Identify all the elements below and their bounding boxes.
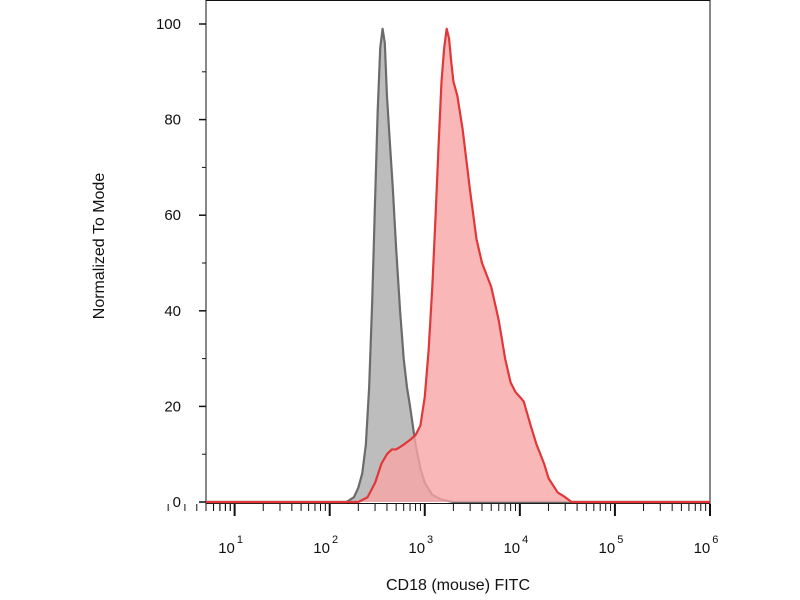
x-axis-title: CD18 (mouse) FITC (386, 577, 530, 594)
y-tick-label: 20 (164, 398, 181, 415)
x-tick-label: 10 6 (694, 534, 719, 557)
x-tick-label: 10 3 (408, 534, 433, 557)
y-axis: 0 20 40 60 80 100 (156, 16, 206, 511)
series-1-line (206, 27, 710, 504)
x-tick-label: 10 2 (313, 534, 338, 557)
y-tick-label: 0 (173, 494, 181, 511)
plot-frame (205, 0, 711, 504)
y-tick-label: 80 (164, 112, 181, 129)
y-tick-label: 60 (164, 207, 181, 224)
series-layer (206, 27, 710, 504)
x-tick-label: 10 5 (599, 534, 624, 557)
y-tick-label: 40 (164, 303, 181, 320)
x-tick-label: 10 1 (218, 534, 243, 557)
series-1-area (206, 28, 710, 503)
x-axis: 10 1 10 2 10 3 10 4 10 5 10 6 (167, 504, 719, 557)
y-axis-title: Normalized To Mode (91, 173, 108, 320)
y-tick-label: 100 (156, 16, 181, 33)
x-tick-label: 10 4 (503, 534, 528, 557)
